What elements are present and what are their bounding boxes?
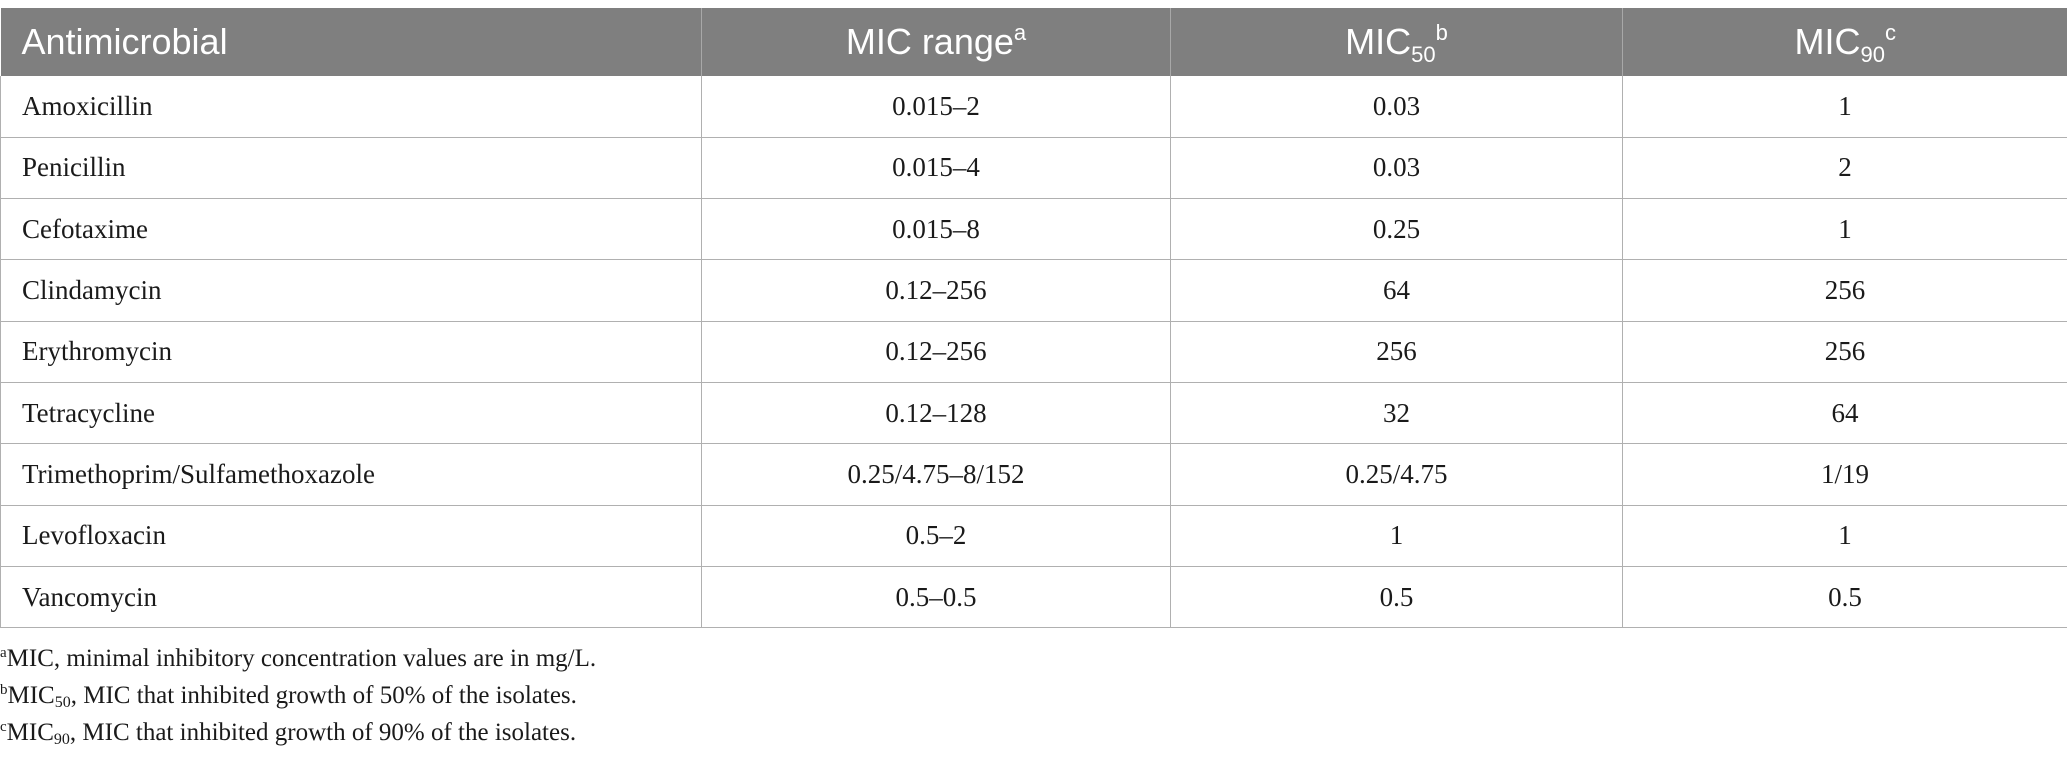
antimicrobial-cell: Erythromycin	[0, 321, 702, 383]
mic50-cell: 0.25	[1170, 198, 1623, 261]
header-mic50: MIC50b	[1170, 8, 1623, 76]
footnote-mark: c	[0, 719, 7, 735]
antimicrobial-cell: Trimethoprim/Sulfamethoxazole	[0, 443, 702, 506]
antimicrobial-cell: Clindamycin	[0, 259, 702, 322]
mic-table-container: Antimicrobial MIC rangea MIC50b MIC90c A…	[0, 8, 2067, 629]
table-row: Tetracycline 0.12–128 32 64	[0, 382, 2067, 445]
table-header: Antimicrobial MIC rangea MIC50b MIC90c	[0, 8, 2067, 76]
footnote-text: , MIC that inhibited growth of 50% of th…	[70, 682, 577, 709]
mic50-cell: 0.5	[1170, 566, 1623, 629]
footnote-mark: a	[0, 645, 7, 661]
table-row: Cefotaxime 0.015–8 0.25 1	[0, 198, 2067, 261]
header-mic-range: MIC rangea	[701, 8, 1171, 76]
antimicrobial-cell: Penicillin	[0, 137, 702, 200]
antimicrobial-cell: Tetracycline	[0, 382, 702, 445]
header-mic50-footnote-mark: b	[1435, 20, 1448, 45]
footnote-term-subscript: 90	[53, 731, 70, 748]
header-mic50-label: MIC	[1345, 21, 1412, 62]
mic90-cell: 64	[1622, 382, 2067, 445]
mic90-cell: 1	[1622, 76, 2067, 138]
mic50-cell: 0.03	[1170, 137, 1623, 200]
footnote-a: aMIC, minimal inhibitory concentration v…	[0, 640, 596, 677]
header-row: Antimicrobial MIC rangea MIC50b MIC90c	[0, 8, 2067, 76]
mic90-cell: 1/19	[1622, 443, 2067, 506]
antimicrobial-cell: Amoxicillin	[0, 76, 702, 138]
footnote-c: cMIC90, MIC that inhibited growth of 90%…	[0, 714, 596, 751]
table-body: Amoxicillin 0.015–2 0.03 1 Penicillin 0.…	[0, 76, 2067, 629]
header-antimicrobial: Antimicrobial	[0, 8, 702, 76]
table-row: Vancomycin 0.5–0.5 0.5 0.5	[0, 566, 2067, 629]
footnote-b: bMIC50, MIC that inhibited growth of 50%…	[0, 677, 596, 714]
header-mic-range-label: MIC range	[845, 21, 1014, 62]
header-mic90-footnote-mark: c	[1884, 20, 1896, 45]
mic90-cell: 256	[1622, 259, 2067, 322]
header-mic-range-footnote-mark: a	[1013, 20, 1027, 45]
mic50-cell: 1	[1170, 505, 1623, 567]
table-row: Amoxicillin 0.015–2 0.03 1	[0, 76, 2067, 138]
mic-range-cell: 0.5–0.5	[701, 566, 1171, 629]
header-mic90: MIC90c	[1622, 8, 2067, 76]
mic-range-cell: 0.015–2	[701, 76, 1171, 138]
mic90-cell: 2	[1622, 137, 2067, 200]
mic50-cell: 0.25/4.75	[1170, 443, 1623, 506]
mic90-cell: 1	[1622, 505, 2067, 567]
table-row: Trimethoprim/Sulfamethoxazole 0.25/4.75–…	[0, 443, 2067, 506]
mic-range-cell: 0.25/4.75–8/152	[701, 443, 1171, 506]
footnote-text: MIC, minimal inhibitory concentration va…	[6, 645, 597, 672]
antimicrobial-cell: Levofloxacin	[0, 505, 702, 567]
table-row: Erythromycin 0.12–256 256 256	[0, 321, 2067, 383]
mic-range-cell: 0.5–2	[701, 505, 1171, 567]
antimicrobial-cell: Cefotaxime	[0, 198, 702, 261]
mic-table: Antimicrobial MIC rangea MIC50b MIC90c A…	[0, 8, 2067, 629]
header-mic90-label: MIC	[1794, 21, 1861, 62]
antimicrobial-cell: Vancomycin	[0, 566, 702, 629]
footnote-term-subscript: 50	[54, 694, 71, 711]
mic-range-cell: 0.015–4	[701, 137, 1171, 200]
footnote-mark: b	[0, 682, 8, 698]
table-row: Levofloxacin 0.5–2 1 1	[0, 505, 2067, 567]
mic90-cell: 1	[1622, 198, 2067, 261]
mic-range-cell: 0.12–256	[701, 259, 1171, 322]
mic-range-cell: 0.12–256	[701, 321, 1171, 383]
header-mic90-subscript: 90	[1860, 42, 1885, 67]
mic-range-cell: 0.12–128	[701, 382, 1171, 445]
table-footnotes: aMIC, minimal inhibitory concentration v…	[0, 640, 596, 751]
table-row: Clindamycin 0.12–256 64 256	[0, 259, 2067, 322]
mic50-cell: 0.03	[1170, 76, 1623, 138]
footnote-term: MIC	[6, 719, 54, 746]
footnote-term: MIC	[7, 682, 55, 709]
mic50-cell: 32	[1170, 382, 1623, 445]
mic90-cell: 256	[1622, 321, 2067, 383]
mic-range-cell: 0.015–8	[701, 198, 1171, 261]
mic90-cell: 0.5	[1622, 566, 2067, 629]
header-mic50-subscript: 50	[1411, 42, 1436, 67]
mic50-cell: 64	[1170, 259, 1623, 322]
mic50-cell: 256	[1170, 321, 1623, 383]
table-row: Penicillin 0.015–4 0.03 2	[0, 137, 2067, 200]
footnote-text: , MIC that inhibited growth of 90% of th…	[69, 719, 577, 746]
